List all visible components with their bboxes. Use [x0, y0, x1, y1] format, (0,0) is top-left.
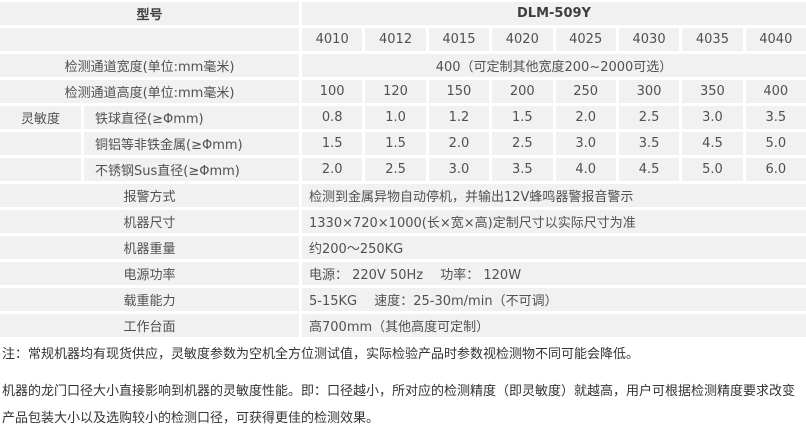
spec-value-cell: 检测到金属异物自动停机，并输出12V蜂鸣器警报音警示	[302, 184, 806, 207]
spec-value-cell: 1330×720×1000(长×宽×高)定制尺寸以实际尺寸为准	[302, 210, 806, 233]
sensitivity-value-cell: 2.5	[365, 158, 426, 181]
sensitivity-value-cell: 1.2	[428, 106, 490, 129]
sensitivity-value-cell: 6.0	[745, 158, 806, 181]
model-number-cell: 4025	[555, 28, 616, 51]
footnote-aperture-note: 机器的龙门口径大小直接影响到机器的灵敏度性能。即：口径越小，所对应的检测精度（即…	[2, 384, 796, 426]
model-number-cell: 4035	[682, 28, 743, 51]
sensitivity-value-cell: 1.0	[365, 106, 426, 129]
channel-height-value-cell: 150	[428, 80, 490, 103]
spec-value-cell: 约200～250KG	[302, 236, 806, 259]
sensitivity-value-cell: 3.5	[745, 106, 806, 129]
empty-cell	[0, 158, 81, 181]
channel-height-label-cell: 检测通道高度(单位:mm毫米)	[0, 80, 299, 103]
sensitivity-item-label-cell: 不锈钢Sus直径(≥Φmm)	[84, 158, 299, 181]
channel-width-label-cell: 检测通道宽度(单位:mm毫米)	[0, 54, 299, 77]
sensitivity-value-cell: 3.0	[428, 158, 490, 181]
model-number-cell: 4015	[428, 28, 490, 51]
sensitivity-value-cell: 4.0	[555, 158, 616, 181]
sensitivity-item-label-cell: 铜铝等非铁金属(≥Φmm)	[84, 132, 299, 155]
sensitivity-value-cell: 1.5	[302, 132, 363, 155]
sensitivity-value-cell: 3.5	[492, 158, 553, 181]
sensitivity-value-cell: 3.0	[682, 106, 743, 129]
model-header-label-cell: 型号	[0, 2, 299, 25]
sensitivity-value-cell: 4.5	[682, 132, 743, 155]
spec-label-cell: 机器重量	[0, 236, 299, 259]
model-name-cell: DLM-509Y	[302, 2, 806, 25]
sensitivity-value-cell: 2.0	[555, 106, 616, 129]
sensitivity-value-cell: 3.5	[618, 132, 680, 155]
spec-label-cell: 电源功率	[0, 262, 299, 285]
spec-value-cell: 电源： 220V 50Hz 功率： 120W	[302, 262, 806, 285]
sensitivity-value-cell: 2.5	[492, 132, 553, 155]
spec-value-cell: 5-15KG 速度：25-30m/min（不可调）	[302, 288, 806, 311]
model-number-cell: 4030	[618, 28, 680, 51]
sensitivity-value-cell: 3.0	[555, 132, 616, 155]
spec-label-cell: 报警方式	[0, 184, 299, 207]
sensitivity-value-cell: 4.5	[618, 158, 680, 181]
spec-table: 型号 DLM-509Y 4010 4012 4015 4020 4025 403…	[0, 2, 806, 337]
channel-height-value-cell: 200	[492, 80, 553, 103]
spec-label-cell: 载重能力	[0, 288, 299, 311]
sensitivity-value-cell: 2.0	[302, 158, 363, 181]
sensitivity-group-cell: 灵敏度	[0, 106, 81, 129]
empty-cell	[0, 132, 81, 155]
channel-height-value-cell: 350	[682, 80, 743, 103]
channel-height-value-cell: 100	[302, 80, 363, 103]
sensitivity-item-label-cell: 铁球直径(≥Φmm)	[84, 106, 299, 129]
model-number-cell: 4012	[365, 28, 426, 51]
sensitivity-value-cell: 1.5	[492, 106, 553, 129]
channel-width-value-cell: 400（可定制其他宽度200~2000可选）	[302, 54, 806, 77]
sensitivity-value-cell: 5.0	[682, 158, 743, 181]
channel-height-value-cell: 120	[365, 80, 426, 103]
spec-label-cell: 工作台面	[0, 314, 299, 337]
notes-section: 注：常规机器均有现货供应，灵敏度参数为空机全方位测试值，实际检验产品时参数视检测…	[0, 347, 806, 432]
sensitivity-value-cell: 1.5	[365, 132, 426, 155]
spec-label-cell: 机器尺寸	[0, 210, 299, 233]
footnote-supply-note: 注：常规机器均有现货供应，灵敏度参数为空机全方位测试值，实际检验产品时参数视检测…	[2, 347, 640, 362]
sensitivity-value-cell: 0.8	[302, 106, 363, 129]
empty-cell	[0, 28, 299, 51]
model-number-cell: 4010	[302, 28, 363, 51]
sensitivity-value-cell: 2.0	[428, 132, 490, 155]
sensitivity-value-cell: 5.0	[745, 132, 806, 155]
channel-height-value-cell: 400	[745, 80, 806, 103]
model-number-cell: 4040	[745, 28, 806, 51]
channel-height-value-cell: 300	[618, 80, 680, 103]
channel-height-value-cell: 250	[555, 80, 616, 103]
spec-value-cell: 高700mm（其他高度可定制）	[302, 314, 806, 337]
sensitivity-value-cell: 2.5	[618, 106, 680, 129]
model-number-cell: 4020	[492, 28, 553, 51]
